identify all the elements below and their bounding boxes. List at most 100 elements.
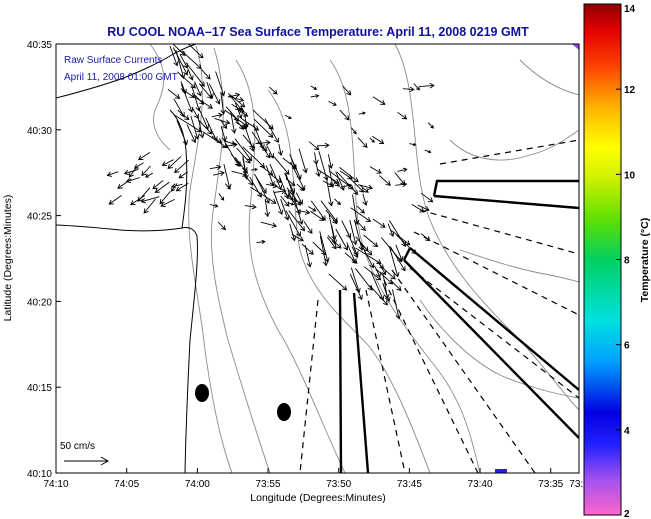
current-arrow xyxy=(209,203,219,208)
coastline-ny xyxy=(56,44,197,99)
y-tick-label: 40:25 xyxy=(27,212,52,223)
current-arrow xyxy=(234,138,253,162)
current-arrow xyxy=(355,268,373,291)
current-arrow xyxy=(304,244,313,268)
current-arrow xyxy=(280,199,290,221)
x-tick-label: 74:10 xyxy=(43,479,68,490)
current-arrow xyxy=(351,127,357,135)
colorbar-tick-label: 6 xyxy=(624,341,630,352)
current-arrow xyxy=(345,229,359,257)
x-tick-label: 73:45 xyxy=(397,479,422,490)
buoy-marker-1[interactable] xyxy=(195,384,209,402)
current-arrow xyxy=(383,268,396,280)
current-arrow xyxy=(379,175,391,186)
current-arrow xyxy=(362,193,368,207)
current-arrow xyxy=(331,225,337,241)
current-arrow xyxy=(419,82,435,89)
current-arrow xyxy=(339,167,359,183)
current-arrow xyxy=(172,44,186,57)
current-arrow xyxy=(175,182,189,192)
current-arrow xyxy=(413,83,420,91)
solid-boundary-2 xyxy=(352,292,370,473)
current-arrow xyxy=(206,81,214,99)
current-arrow xyxy=(144,172,154,178)
current-arrow xyxy=(339,170,353,180)
current-arrow xyxy=(174,114,202,133)
current-arrow xyxy=(308,206,317,212)
solid-boundary-7 xyxy=(433,194,579,210)
buoy-marker-2[interactable] xyxy=(277,403,291,421)
current-arrow xyxy=(303,221,313,235)
current-arrow xyxy=(310,210,325,221)
x-tick-label: 74:00 xyxy=(185,479,210,490)
current-arrow xyxy=(235,121,247,130)
current-arrow xyxy=(355,219,366,232)
plot-area xyxy=(56,44,579,473)
plot-frame xyxy=(55,43,580,474)
current-arrow xyxy=(356,205,365,214)
current-arrow xyxy=(335,228,349,251)
x-tick-label: 74:05 xyxy=(114,479,139,490)
current-arrow xyxy=(224,183,231,190)
solid-boundary-5 xyxy=(402,247,412,261)
current-arrow xyxy=(159,190,171,205)
current-arrow xyxy=(288,210,306,232)
coastline-sandy-hook xyxy=(169,109,188,229)
x-tick-label: 73:3 xyxy=(569,479,589,490)
current-arrow xyxy=(123,168,139,176)
current-arrow xyxy=(255,139,271,146)
current-arrow xyxy=(397,167,408,173)
current-arrow xyxy=(141,165,151,177)
current-arrow xyxy=(286,187,301,206)
current-arrow xyxy=(315,163,321,178)
current-arrow xyxy=(167,88,181,99)
current-arrow xyxy=(137,152,151,161)
current-arrow xyxy=(310,85,318,90)
current-arrow xyxy=(293,198,304,225)
current-arrow xyxy=(176,120,188,146)
y-tick-label: 40:30 xyxy=(27,126,52,137)
solid-boundary-1 xyxy=(338,289,343,473)
y-axis-label: Latitude (Degrees:Minutes) xyxy=(2,195,14,322)
current-arrow xyxy=(339,109,350,121)
current-arrow xyxy=(266,145,274,159)
current-arrow xyxy=(191,85,201,112)
current-arrow xyxy=(235,107,243,112)
current-arrow xyxy=(298,148,308,174)
current-arrow xyxy=(360,242,375,269)
current-arrow xyxy=(256,239,266,245)
x-axis-label: Longitude (Degrees:Minutes) xyxy=(250,492,385,504)
current-arrow xyxy=(175,50,186,80)
current-arrow xyxy=(187,68,194,81)
current-arrow xyxy=(269,163,283,191)
current-arrow xyxy=(266,182,278,189)
bottom-blue-marker xyxy=(495,469,507,473)
current-arrow xyxy=(369,285,388,306)
current-arrow xyxy=(160,198,175,207)
current-arrow xyxy=(140,196,160,204)
current-arrow xyxy=(222,142,238,148)
current-arrow xyxy=(328,100,337,106)
contour-7 xyxy=(449,129,579,161)
current-arrow xyxy=(358,184,374,191)
current-arrow xyxy=(130,195,146,206)
current-arrow xyxy=(296,183,305,192)
current-arrow xyxy=(317,142,330,149)
current-arrow xyxy=(108,195,122,205)
x-tick-label: 73:40 xyxy=(468,479,493,490)
current-arrow xyxy=(372,96,386,105)
current-arrow xyxy=(280,195,290,207)
current-arrow xyxy=(167,156,182,169)
current-arrow xyxy=(301,243,314,255)
current-arrow xyxy=(128,165,139,178)
current-arrow xyxy=(417,204,430,212)
current-arrow xyxy=(320,200,338,223)
current-arrow xyxy=(254,173,267,194)
current-arrow xyxy=(342,85,352,96)
solid-boundary-3 xyxy=(409,247,579,391)
current-arrow xyxy=(161,159,174,167)
colorbar-tick-label: 2 xyxy=(624,509,630,519)
current-arrow xyxy=(273,156,290,175)
current-arrow xyxy=(180,88,195,98)
